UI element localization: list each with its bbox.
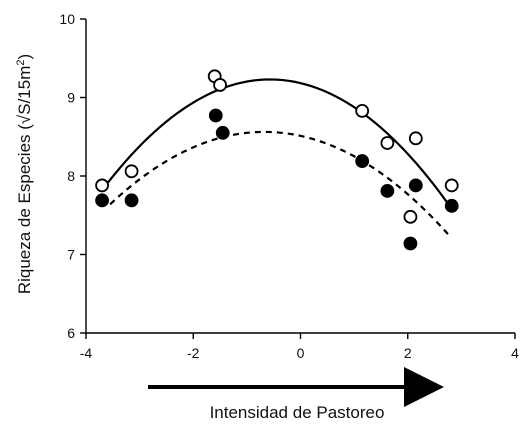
fit-line-solid xyxy=(101,78,453,210)
axes-layer: 6 7 8 9 10 -4 -2 0 2 4 xyxy=(59,11,519,407)
data-point-open xyxy=(408,131,423,146)
fit-line-dashed xyxy=(109,130,449,235)
data-point-open xyxy=(380,136,395,150)
data-point-filled xyxy=(95,193,109,208)
data-point-filled xyxy=(124,193,139,208)
y-tick-label: 10 xyxy=(59,11,75,27)
points-layer xyxy=(95,69,459,251)
y-axis-label-superscript: 2 xyxy=(15,59,27,65)
data-point-filled xyxy=(380,184,395,198)
data-point-filled xyxy=(355,154,370,168)
data-point-open xyxy=(355,103,370,118)
y-tick-label: 8 xyxy=(67,168,75,184)
data-point-filled xyxy=(403,236,418,251)
labels-layer: Intensidad de Pastoreo Riqueza de Especi… xyxy=(15,54,384,422)
data-point-open xyxy=(124,164,139,179)
x-tick-label: 2 xyxy=(404,345,412,361)
data-point-open xyxy=(403,209,418,224)
y-axis-label-closing: ) xyxy=(15,54,34,60)
data-point-open xyxy=(444,178,459,193)
y-axis-label: Riqueza de Especies (√S/15m2) xyxy=(15,54,34,294)
y-axis-label-main: Riqueza de Especies (√S/15m xyxy=(15,66,34,295)
x-tick-label: -2 xyxy=(187,345,200,361)
data-point-filled xyxy=(208,108,223,123)
data-point-filled xyxy=(215,125,230,140)
x-axis-label: Intensidad de Pastoreo xyxy=(210,403,385,422)
x-tick-label: 0 xyxy=(297,345,305,361)
data-point-filled xyxy=(408,178,423,193)
y-tick-label: 7 xyxy=(67,247,75,263)
x-tick-label: -4 xyxy=(80,345,93,361)
data-point-open xyxy=(95,178,109,193)
data-point-open xyxy=(213,78,227,92)
data-point-filled xyxy=(444,198,459,213)
y-tick-label: 9 xyxy=(67,90,75,106)
fit-lines-layer xyxy=(101,78,453,235)
y-tick-label: 6 xyxy=(67,325,75,341)
x-tick-label: 4 xyxy=(511,345,519,361)
